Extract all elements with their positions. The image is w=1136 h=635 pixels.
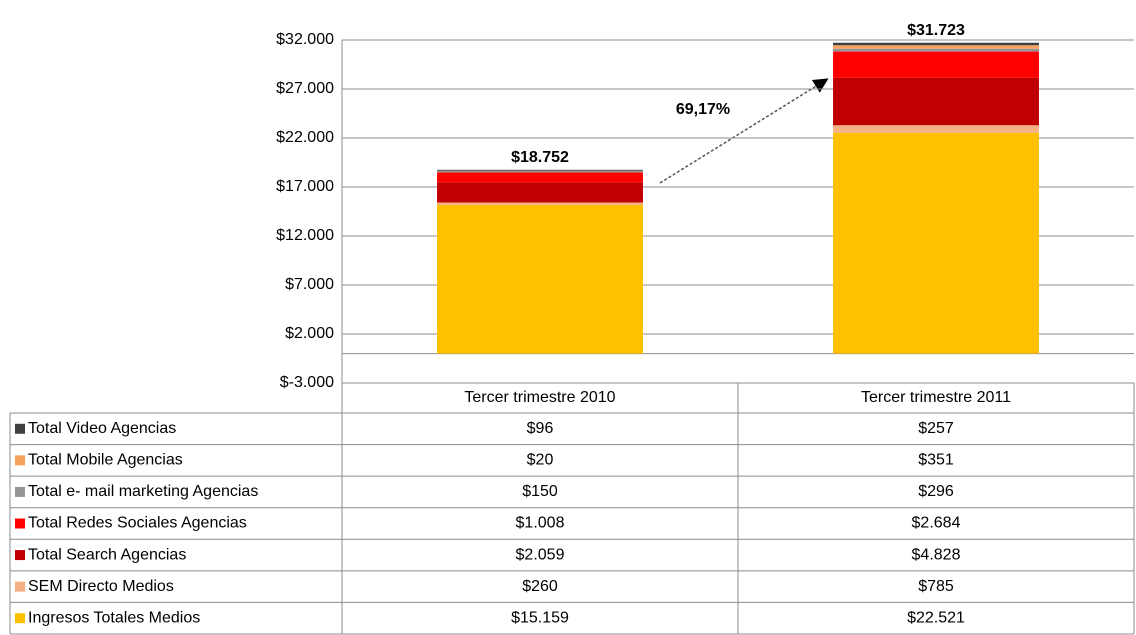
legend-label: Total Video Agencias [28,420,176,437]
table-value: $257 [918,420,954,437]
legend-swatch [15,455,25,466]
legend-swatch [15,613,25,624]
table-value: $2.059 [516,546,565,563]
y-tick-label: $32.000 [276,31,334,48]
bar-segment [833,77,1039,126]
table-value: $296 [918,483,954,500]
table-value: $15.159 [511,609,569,626]
x-tick-label: Tercer trimestre 2010 [464,389,615,406]
legend-label: Total Mobile Agencias [28,452,183,469]
growth-annotation: 69,17% [676,101,730,118]
bar-segment [833,51,1039,78]
y-tick-label: $2.000 [285,325,334,342]
bar-segment [833,132,1039,354]
table-value: $150 [522,483,558,500]
total-label: $18.752 [511,149,569,166]
table-value: $1.008 [516,515,565,532]
table-value: $20 [527,452,554,469]
bar-segment [833,45,1039,49]
bar-segment [833,125,1039,133]
legend-swatch [15,518,25,529]
legend-swatch [15,423,25,434]
legend-swatch [15,486,25,497]
y-tick-label: $7.000 [285,276,334,293]
bar-segment [833,42,1039,46]
legend-swatch [15,550,25,561]
y-tick-label: $12.000 [276,227,334,244]
table-value: $351 [918,452,954,469]
total-label: $31.723 [907,22,965,39]
bar-segment [437,172,643,183]
bar-segment [437,170,643,173]
table-value: $785 [918,578,954,595]
y-tick-label: $-3.000 [280,374,334,391]
x-tick-label: Tercer trimestre 2011 [861,389,1011,406]
legend-label: Total e- mail marketing Agencias [28,483,258,500]
bar-segment [437,182,643,203]
bar-segment [437,169,643,171]
table-value: $96 [527,420,554,437]
legend-label: Total Search Agencias [28,546,186,563]
y-tick-label: $27.000 [276,80,334,97]
bar-segment [833,48,1039,52]
bar-segment [437,205,643,354]
bar-segment [437,202,643,206]
y-tick-label: $22.000 [276,129,334,146]
table-value: $4.828 [912,546,961,563]
table-value: $2.684 [912,515,961,532]
growth-arrow [659,78,829,184]
y-tick-label: $17.000 [276,178,334,195]
table-value: $260 [522,578,558,595]
legend-label: Ingresos Totales Medios [28,609,200,626]
table-value: $22.521 [907,609,965,626]
legend-swatch [15,581,25,592]
legend-label: Total Redes Sociales Agencias [28,515,247,532]
legend-label: SEM Directo Medios [28,578,174,595]
